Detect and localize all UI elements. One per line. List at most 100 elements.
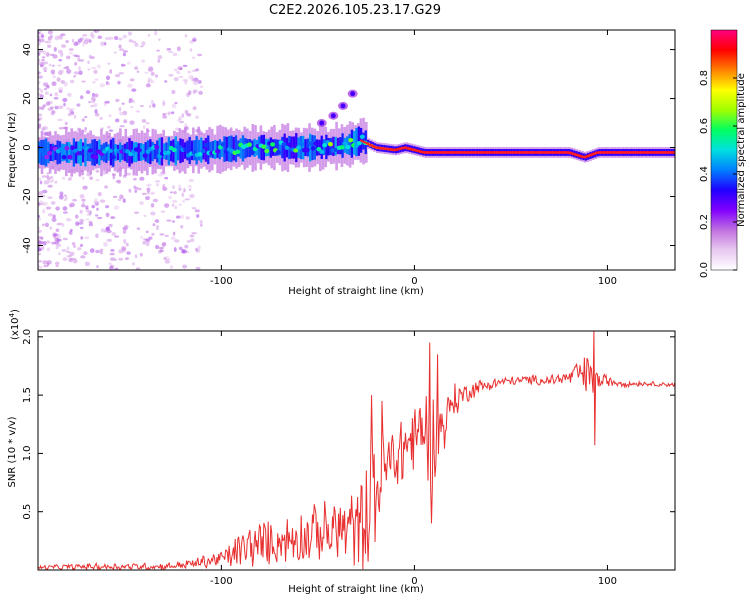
track-band	[302, 135, 305, 160]
noise-speckle	[49, 226, 53, 230]
noise-speckle	[122, 52, 127, 57]
noise-speckle	[192, 106, 197, 111]
noise-speckle	[81, 176, 85, 180]
noise-speckle	[55, 246, 59, 250]
noise-speckle	[118, 257, 124, 261]
y-tick-label: 1.5	[22, 387, 33, 403]
noise-speckle	[113, 205, 120, 210]
noise-speckle	[45, 101, 51, 106]
noise-speckle	[43, 87, 47, 91]
noise-speckle	[170, 236, 176, 240]
noise-speckle	[168, 74, 174, 77]
noise-speckle	[77, 247, 82, 251]
colorbar-tick-label: 0.8	[699, 70, 710, 86]
track-core	[154, 145, 160, 150]
noise-speckle	[173, 247, 177, 252]
track-core	[327, 142, 333, 147]
track-core	[235, 149, 241, 155]
noise-speckle	[141, 192, 147, 195]
noise-speckle	[68, 230, 73, 235]
track-band	[190, 140, 194, 161]
noise-speckle	[179, 67, 183, 70]
noise-speckle	[175, 215, 181, 219]
noise-speckle	[75, 221, 80, 227]
noise-speckle	[72, 198, 78, 202]
secondary-track-point	[340, 103, 346, 109]
track-band	[70, 144, 73, 161]
noise-speckle	[73, 71, 80, 75]
noise-speckle	[126, 61, 131, 65]
noise-speckle	[54, 261, 60, 266]
noise-speckle	[181, 113, 185, 118]
noise-speckle	[172, 185, 175, 190]
noise-speckle	[188, 179, 194, 182]
noise-speckle	[104, 100, 110, 104]
noise-speckle	[53, 96, 59, 100]
noise-speckle	[49, 176, 54, 179]
noise-speckle	[109, 257, 116, 261]
noise-speckle	[104, 185, 108, 189]
noise-speckle	[44, 40, 49, 44]
noise-speckle	[42, 201, 48, 206]
track-band	[306, 138, 309, 157]
noise-speckle	[195, 267, 201, 270]
noise-speckle	[58, 127, 64, 130]
noise-speckle	[38, 217, 41, 221]
track-band	[93, 139, 96, 166]
noise-speckle	[39, 38, 45, 43]
track-band	[160, 137, 164, 166]
track-band	[325, 134, 328, 160]
noise-speckle	[118, 107, 122, 112]
noise-speckle	[44, 91, 49, 95]
colorbar-tick-label: 0.6	[699, 118, 710, 134]
track-band	[267, 139, 270, 156]
noise-speckle	[78, 70, 83, 76]
noise-speckle	[143, 238, 148, 241]
noise-speckle	[139, 252, 143, 257]
noise-speckle	[57, 49, 63, 54]
snr-ticks: -100 0 100 0.5 1.0 1.5 2.0	[22, 329, 675, 587]
track-band	[353, 131, 356, 155]
noise-speckle	[172, 220, 175, 223]
noise-speckle	[69, 51, 74, 55]
noise-speckle	[62, 257, 67, 261]
noise-speckle	[94, 30, 100, 33]
noise-speckle	[122, 229, 127, 234]
noise-speckle	[160, 210, 166, 213]
track-core	[58, 147, 64, 152]
noise-speckle	[139, 201, 144, 205]
noise-speckle	[97, 192, 102, 197]
noise-speckle	[38, 236, 44, 240]
track-core	[342, 141, 348, 146]
noise-speckle	[38, 58, 41, 63]
noise-speckle	[100, 228, 105, 233]
noise-speckle	[70, 79, 75, 84]
noise-speckle	[195, 115, 200, 119]
noise-speckle	[190, 238, 195, 243]
noise-speckle	[100, 41, 105, 47]
noise-speckle	[145, 241, 150, 247]
noise-speckle	[39, 94, 44, 99]
noise-speckle	[59, 69, 65, 74]
noise-speckle	[173, 68, 178, 72]
noise-speckle	[182, 249, 188, 254]
noise-speckle	[38, 62, 42, 65]
noise-speckle	[128, 188, 132, 193]
colorbar-gradient	[710, 29, 738, 271]
noise-speckle	[71, 111, 75, 115]
track-core	[339, 145, 345, 150]
noise-speckle	[108, 129, 114, 132]
noise-speckle	[112, 175, 116, 180]
noise-speckle	[38, 229, 42, 233]
noise-speckle	[200, 223, 203, 227]
noise-speckle	[103, 242, 108, 247]
noise-speckle	[134, 42, 139, 47]
track-core	[64, 146, 70, 151]
x-tick-label: 0	[411, 576, 417, 587]
noise-speckle	[81, 198, 86, 202]
noise-speckle	[57, 87, 64, 91]
noise-speckle	[99, 250, 103, 255]
noise-speckle	[88, 100, 91, 104]
track-core	[200, 148, 206, 154]
